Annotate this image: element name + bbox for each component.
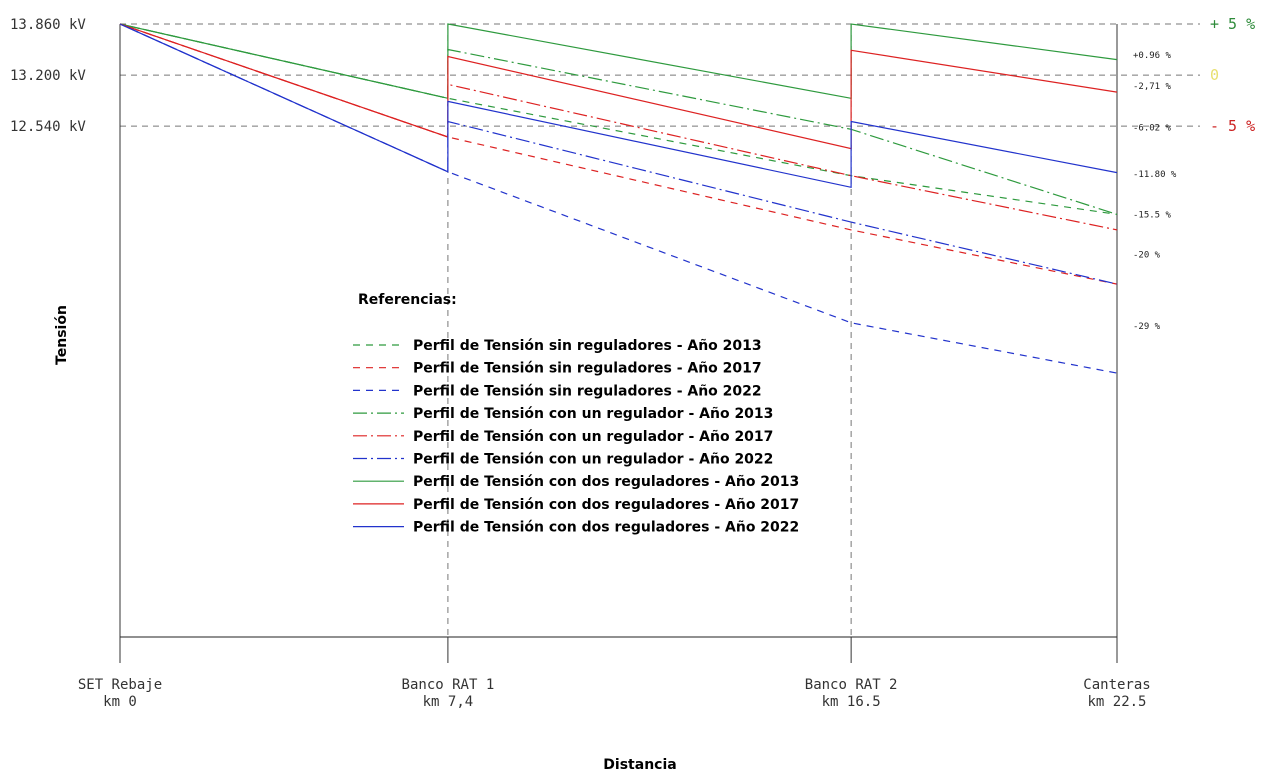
x-axis-title: Distancia: [603, 757, 676, 771]
end-percent-label-2: -6.02 %: [1133, 124, 1172, 134]
band-labels: + 5 % 0 - 5 %: [1210, 15, 1255, 135]
x-tick-label-3: Canteras: [1083, 677, 1150, 693]
series-line-0: [119, 23, 1118, 215]
x-tick-label-2: Banco RAT 2: [805, 677, 898, 693]
series-line-6: [119, 23, 1118, 100]
legend-label-2: Perfil de Tensión sin reguladores - Año …: [413, 383, 762, 399]
end-percent-label-5: -20 %: [1133, 251, 1161, 261]
x-tick-km-1: km 7,4: [423, 694, 474, 710]
end-percent-label-0: +0.96 %: [1133, 51, 1172, 61]
y-tick-label-1: 13.200 kV: [10, 68, 86, 84]
series-lines: [119, 23, 1118, 374]
band-label-2: - 5 %: [1210, 117, 1255, 135]
legend-label-7: Perfil de Tensión con dos reguladores - …: [413, 497, 799, 513]
axes: [119, 24, 1118, 663]
series-line-7: [119, 23, 1118, 150]
x-tick-km-2: km 16.5: [822, 694, 881, 710]
x-tick-km-3: km 22.5: [1087, 694, 1146, 710]
end-percent-label-6: -29 %: [1133, 322, 1161, 332]
end-percent-labels: +0.96 % -2,71 % -6.02 % -11.80 % -15.5 % -20 …: [1133, 51, 1177, 332]
x-tick-km-0: km 0: [103, 694, 137, 710]
legend-label-5: Perfil de Tensión con un regulador - Año…: [413, 452, 773, 468]
legend-label-3: Perfil de Tensión con un regulador - Año…: [413, 406, 773, 422]
end-percent-label-3: -11.80 %: [1133, 170, 1177, 180]
x-tick-label-0: SET Rebaje: [78, 677, 162, 693]
legend-label-4: Perfil de Tensión con un regulador - Año…: [413, 429, 773, 445]
band-label-1: 0: [1210, 66, 1219, 84]
legend-label-8: Perfil de Tensión con dos reguladores - …: [413, 520, 799, 536]
end-percent-label-4: -15.5 %: [1133, 210, 1172, 220]
y-tick-label-0: 13.860 kV: [10, 17, 86, 33]
y-tick-labels: 13.860 kV 13.200 kV 12.540 kV: [10, 17, 86, 135]
legend: Referencias: Perfil de Tensión sin regula…: [353, 292, 799, 536]
legend-label-6: Perfil de Tensión con dos reguladores - …: [413, 474, 799, 490]
grid-lines: [120, 23, 1200, 637]
series-line-5: [119, 23, 1118, 285]
series-line-3: [119, 23, 1118, 215]
legend-title: Referencias:: [358, 292, 457, 308]
band-label-0: + 5 %: [1210, 15, 1255, 33]
series-line-1: [119, 23, 1118, 285]
y-tick-label-2: 12.540 kV: [10, 119, 86, 135]
series-line-8: [119, 23, 1118, 189]
legend-label-0: Perfil de Tensión sin reguladores - Año …: [413, 338, 762, 354]
x-tick-label-1: Banco RAT 1: [402, 677, 495, 693]
legend-label-1: Perfil de Tensión sin reguladores - Año …: [413, 361, 762, 377]
y-axis-title: Tensión: [54, 305, 70, 365]
end-percent-label-1: -2,71 %: [1133, 82, 1172, 92]
series-line-2: [119, 23, 1118, 374]
